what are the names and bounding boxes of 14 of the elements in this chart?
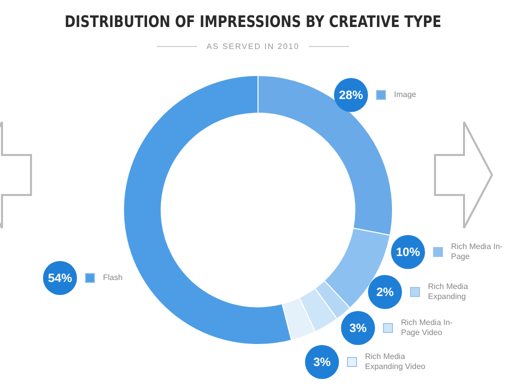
legend-label: Rich Media Expanding Video [365,352,426,372]
data-label: 28% [334,78,368,112]
chart-title: DISTRIBUTION OF IMPRESSIONS BY CREATIVE TYPE [64,12,442,31]
data-label: 54% [43,261,77,295]
legend-label: Flash [103,273,124,283]
legend-label: Image [394,90,418,100]
legend-label: Rich Media In-Page Video [401,318,454,338]
legend-label: Rich Media Expanding [428,282,470,302]
legend-label: Rich Media In-Page [451,242,504,262]
data-label: 3% [305,345,339,379]
chart-subtitle: AS SERVED IN 2010 [206,42,300,51]
data-label: 3% [341,311,375,345]
data-label: 10% [391,235,425,269]
data-label: 2% [368,275,402,309]
